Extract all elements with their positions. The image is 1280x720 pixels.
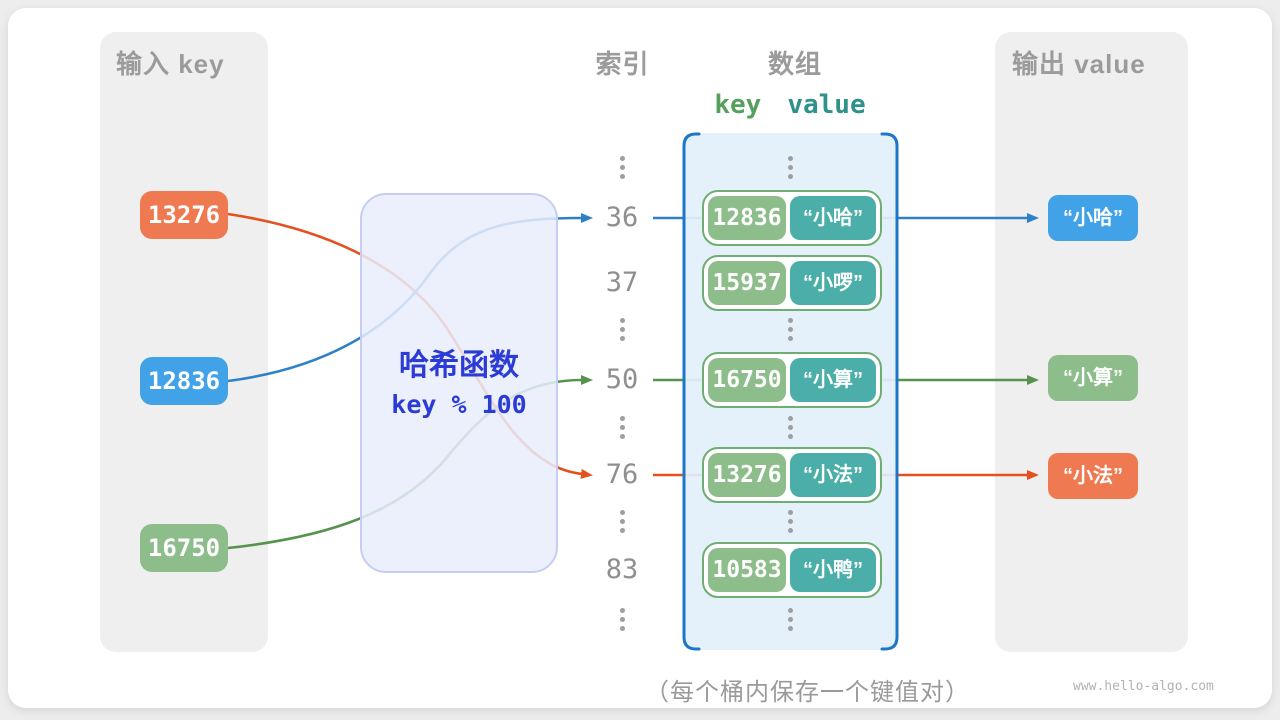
output-value-panel <box>995 32 1188 652</box>
bucket-pair-83: 10583 “小鸭” <box>702 542 882 598</box>
key-header-label: key <box>714 90 762 120</box>
input-key-12836: 12836 <box>140 357 228 405</box>
bucket-key: 10583 <box>708 548 786 592</box>
output-value-xiaofa: “小法” <box>1048 453 1138 499</box>
output-value-xiaosuan: “小算” <box>1048 355 1138 401</box>
bucket-pair-76: 13276 “小法” <box>702 447 882 503</box>
ellipsis-dots <box>787 510 793 533</box>
input-key-13276: 13276 <box>140 191 228 239</box>
ellipsis-dots <box>787 608 793 631</box>
bucket-value: “小鸭” <box>790 548 876 592</box>
watermark: www.hello-algo.com <box>1073 679 1214 694</box>
index-column-title: 索引 <box>595 49 650 79</box>
ellipsis-dots <box>619 416 625 439</box>
ellipsis-dots <box>619 318 625 341</box>
input-panel-title: 输入 key <box>116 49 225 79</box>
bucket-value: “小算” <box>790 358 876 402</box>
bucket-pair-36: 12836 “小哈” <box>702 190 882 246</box>
input-key-16750: 16750 <box>140 524 228 572</box>
bucket-key: 12836 <box>708 196 786 240</box>
key-value-header: key value <box>700 90 880 120</box>
bucket-value: “小法” <box>790 453 876 497</box>
ellipsis-dots <box>619 608 625 631</box>
output-panel-title: 输出 value <box>1012 49 1146 79</box>
index-76: 76 <box>605 459 639 490</box>
index-50: 50 <box>605 364 639 395</box>
bucket-value: “小哈” <box>790 196 876 240</box>
bucket-key: 13276 <box>708 453 786 497</box>
hash-function-box <box>360 193 558 573</box>
ellipsis-dots <box>787 318 793 341</box>
ellipsis-dots <box>787 416 793 439</box>
value-header-label: value <box>787 90 866 120</box>
array-column-title: 数组 <box>767 49 822 79</box>
bucket-pair-37: 15937 “小啰” <box>702 255 882 311</box>
index-83: 83 <box>605 554 639 585</box>
bucket-key: 16750 <box>708 358 786 402</box>
bucket-pair-50: 16750 “小算” <box>702 352 882 408</box>
bucket-value: “小啰” <box>790 261 876 305</box>
ellipsis-dots <box>619 156 625 179</box>
bucket-caption: （每个桶内保存一个键值对） <box>645 679 970 706</box>
hash-function-title: 哈希函数 <box>399 349 519 382</box>
ellipsis-dots <box>787 156 793 179</box>
index-37: 37 <box>605 267 639 298</box>
output-value-xiaoha: “小哈” <box>1048 195 1138 241</box>
ellipsis-dots <box>619 510 625 533</box>
hash-function-formula: key % 100 <box>391 390 527 419</box>
bucket-key: 15937 <box>708 261 786 305</box>
index-36: 36 <box>605 202 639 233</box>
